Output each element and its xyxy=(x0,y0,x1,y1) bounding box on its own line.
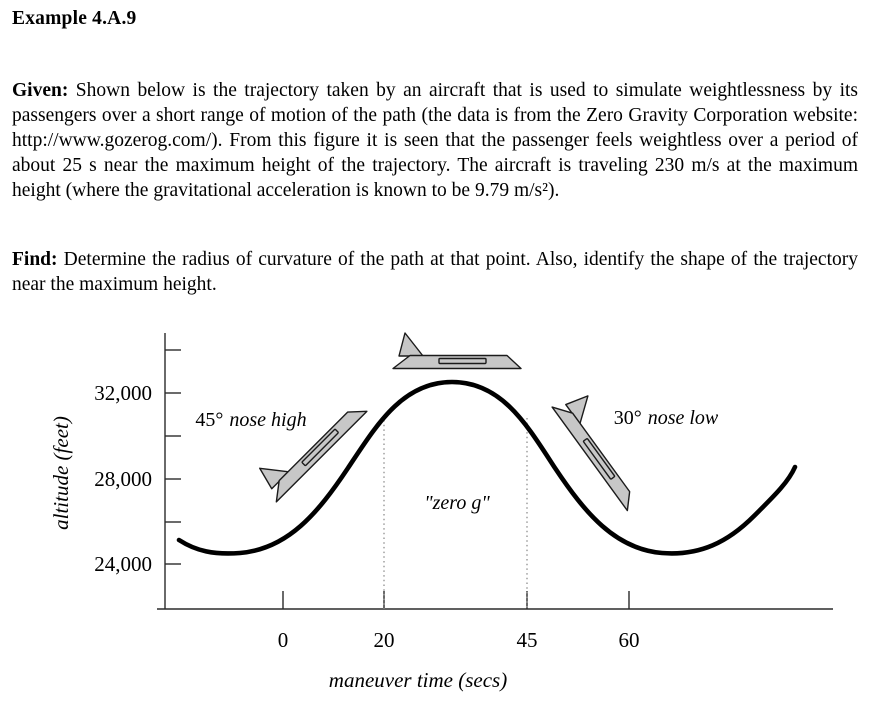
trajectory-figure: 32,000 28,000 24,000 0 20 45 60 altitude… xyxy=(0,325,872,715)
y-tick-24000: 24,000 xyxy=(94,552,152,576)
x-axis-ticks xyxy=(282,591,630,609)
y-tick-labels: 32,000 28,000 24,000 xyxy=(94,381,152,576)
y-axis-ticks xyxy=(165,349,181,565)
example-title: Example 4.A.9 xyxy=(12,8,137,29)
x-tick-60: 60 xyxy=(619,628,640,652)
x-tick-20: 20 xyxy=(374,628,395,652)
x-tick-45: 45 xyxy=(517,628,538,652)
annotation-nose-low: 30° nose low xyxy=(614,407,719,429)
zero-g-guide-lines xyxy=(383,418,528,609)
aircraft-climbing-icon xyxy=(250,385,368,503)
trajectory-curve xyxy=(176,379,798,556)
nose-high-words: nose high xyxy=(229,409,306,431)
trajectory-chart: 32,000 28,000 24,000 0 20 45 60 altitude… xyxy=(49,332,833,692)
given-label: Given: xyxy=(12,79,69,101)
given-body-text: Shown below is the trajectory taken by a… xyxy=(12,79,858,201)
axes xyxy=(157,333,833,610)
find-paragraph: Find: Determine the radius of curvature … xyxy=(12,247,858,297)
given-paragraph: Given: Shown below is the trajectory tak… xyxy=(12,78,858,203)
nose-low-words: nose low xyxy=(648,407,719,429)
x-tick-0: 0 xyxy=(278,628,289,652)
aircraft-level-icon xyxy=(392,332,522,370)
x-tick-labels: 0 20 45 60 xyxy=(278,628,640,652)
nose-low-angle: 30° xyxy=(614,407,642,429)
aircraft-diving-icon xyxy=(551,385,657,512)
y-axis-title: altitude (feet) xyxy=(49,416,73,530)
nose-high-angle: 45° xyxy=(195,409,223,431)
y-tick-28000: 28,000 xyxy=(94,467,152,491)
find-body-text: Determine the radius of curvature of the… xyxy=(12,248,858,295)
y-tick-32000: 32,000 xyxy=(94,381,152,405)
x-axis-title: maneuver time (secs) xyxy=(329,668,507,692)
find-label: Find: xyxy=(12,248,58,270)
annotation-zero-g: "zero g" xyxy=(424,492,490,514)
annotation-nose-high: 45° nose high xyxy=(195,409,306,431)
